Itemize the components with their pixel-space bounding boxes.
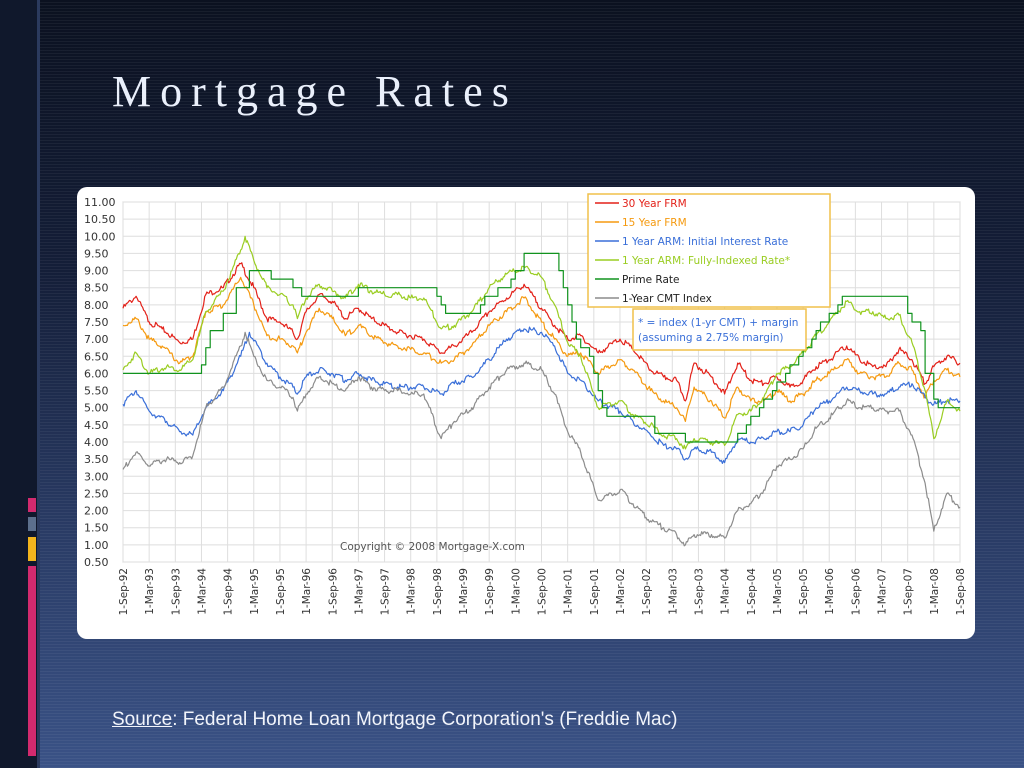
y-tick-label: 9.00 [84, 265, 109, 278]
y-tick-label: 4.50 [84, 419, 109, 432]
x-tick-label: 1-Mar-00 [510, 568, 522, 615]
left-bar-edge [37, 0, 40, 768]
slide-title: Mortgage Rates [112, 67, 518, 116]
x-tick-label: 1-Sep-07 [903, 568, 915, 615]
legend-label: 1 Year ARM: Fully-Indexed Rate* [622, 255, 790, 267]
x-tick-label: 1-Sep-99 [484, 568, 496, 615]
y-tick-label: 7.00 [84, 333, 109, 346]
y-tick-label: 1.00 [84, 539, 109, 552]
source-note: Source: Federal Home Loan Mortgage Corpo… [112, 709, 677, 731]
x-tick-label: 1-Mar-96 [301, 568, 313, 615]
y-tick-label: 5.00 [84, 402, 109, 415]
left-accent-bar [0, 0, 40, 768]
y-tick-label: 8.50 [84, 282, 109, 295]
x-tick-label: 1-Mar-97 [353, 568, 365, 615]
mortgage-rates-chart: 11.00 10.50 10.00 9.50 9.00 8.50 8.00 7.50 7.00 6… [84, 193, 967, 616]
x-tick-label: 1-Mar-06 [824, 568, 836, 615]
x-tick-label: 1-Mar-05 [772, 568, 784, 615]
x-tick-label: 1-Sep-01 [589, 568, 601, 615]
x-tick-label: 1-Sep-02 [641, 568, 653, 615]
footnote-line: * = index (1-yr CMT) + margin [638, 317, 798, 329]
x-tick-label: 1-Sep-94 [223, 568, 235, 616]
accent-square-2 [28, 517, 36, 531]
accent-square-3 [28, 537, 36, 561]
x-tick-label: 1-Mar-02 [615, 568, 627, 615]
y-tick-label: 10.00 [84, 230, 116, 243]
x-tick-label: 1-Mar-08 [929, 568, 941, 615]
x-tick-label: 1-Sep-97 [380, 568, 392, 615]
x-tick-label: 1-Sep-05 [798, 568, 810, 615]
x-tick-label: 1-Mar-93 [144, 568, 156, 615]
accent-square-4 [28, 566, 36, 756]
x-tick-label: 1-Sep-92 [118, 568, 130, 615]
x-tick-label: 1-Sep-03 [693, 568, 705, 615]
y-tick-label: 10.50 [84, 213, 116, 226]
x-tick-label: 1-Sep-04 [746, 568, 758, 616]
series-line-4 [123, 252, 960, 443]
y-tick-label: 5.50 [84, 385, 109, 398]
y-tick-label: 3.00 [84, 470, 109, 483]
y-tick-label: 2.00 [84, 505, 109, 518]
y-tick-label: 8.00 [84, 299, 109, 312]
x-tick-label: 1-Sep-93 [170, 568, 182, 615]
legend-label: 15 Year FRM [622, 217, 687, 229]
y-tick-label: 7.50 [84, 316, 109, 329]
y-tick-label: 11.00 [84, 196, 116, 209]
series-line-5 [122, 331, 961, 547]
series-line-0 [122, 262, 961, 402]
y-tick-label: 9.50 [84, 247, 109, 260]
x-tick-label: 1-Mar-07 [877, 568, 889, 615]
legend-label: 30 Year FRM [622, 198, 687, 210]
x-tick-label: 1-Sep-06 [850, 568, 862, 616]
series-line-1 [122, 276, 961, 422]
y-tick-label: 4.00 [84, 436, 109, 449]
accent-square-1 [28, 498, 36, 512]
chart-panel: 11.00 10.50 10.00 9.50 9.00 8.50 8.00 7.50 7.00 6… [77, 187, 975, 639]
x-tick-label: 1-Sep-95 [275, 568, 287, 615]
y-tick-label: 6.00 [84, 367, 109, 380]
series-line-2 [122, 326, 961, 464]
x-tick-label: 1-Mar-99 [458, 568, 470, 615]
x-tick-label: 1-Mar-98 [406, 568, 418, 615]
footnote-text: * = index (1-yr CMT) + margin (assuming a… [638, 317, 798, 344]
x-tick-label: 1-Mar-03 [667, 568, 679, 615]
footnote-box [632, 308, 807, 351]
chart-footnote: * = index (1-yr CMT) + margin (assuming a… [632, 308, 807, 351]
chart-series-lines [122, 235, 961, 547]
chart-legend: 30 Year FRM 15 Year FRM 1 Year ARM: Initia… [587, 193, 831, 308]
x-tick-label: 1-Mar-95 [249, 568, 261, 615]
y-tick-label: 1.50 [84, 522, 109, 535]
source-label: Source [112, 709, 173, 730]
x-tick-label: 1-Mar-01 [563, 568, 575, 615]
y-tick-label: 0.50 [84, 556, 109, 569]
x-axis-ticks: 1-Sep-92 1-Mar-93 1-Sep-93 1-Mar-94 1-Sep-94… [118, 568, 967, 616]
y-axis-ticks: 11.00 10.50 10.00 9.50 9.00 8.50 8.00 7.50 7.00 6… [84, 196, 116, 569]
x-tick-label: 1-Sep-96 [327, 568, 339, 616]
y-tick-label: 6.50 [84, 350, 109, 363]
legend-label: Prime Rate [622, 274, 679, 286]
chart-copyright: Copyright © 2008 Mortgage-X.com [340, 541, 525, 553]
x-tick-label: 1-Mar-94 [196, 568, 208, 615]
legend-label: 1-Year CMT Index [622, 293, 712, 305]
x-tick-label: 1-Mar-04 [720, 568, 732, 615]
footnote-line: (assuming a 2.75% margin) [638, 332, 784, 344]
y-tick-label: 2.50 [84, 487, 109, 500]
legend-box [587, 193, 831, 308]
chart-grid [122, 201, 961, 563]
x-tick-label: 1-Sep-08 [955, 568, 967, 615]
source-text: : Federal Home Loan Mortgage Corporation… [172, 709, 678, 730]
y-tick-label: 3.50 [84, 453, 109, 466]
x-tick-label: 1-Sep-00 [537, 568, 549, 615]
legend-label: 1 Year ARM: Initial Interest Rate [622, 236, 788, 248]
x-tick-label: 1-Sep-98 [432, 568, 444, 615]
